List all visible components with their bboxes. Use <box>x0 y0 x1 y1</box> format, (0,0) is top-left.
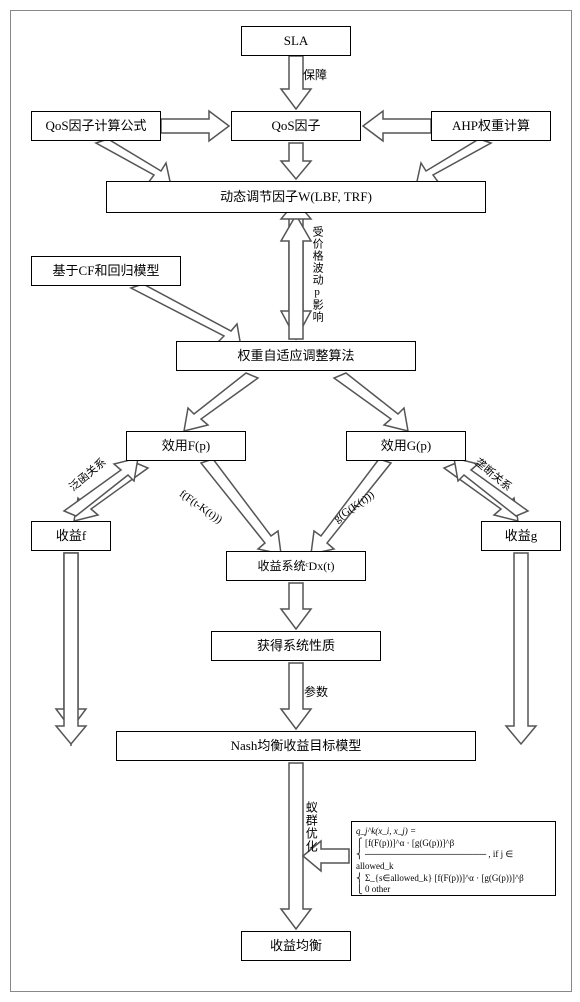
diagram-container: SLA QoS因子计算公式 QoS因子 AHP权重计算 动态调节因子W(LBF,… <box>10 10 572 992</box>
label-monopoly-relation: 垄断关系 <box>472 456 513 494</box>
node-nash: Nash均衡收益目标模型 <box>116 731 476 761</box>
node-balance: 收益均衡 <box>241 931 351 961</box>
node-sla: SLA <box>241 26 351 56</box>
node-ahp: AHP权重计算 <box>431 111 551 141</box>
label-functional-relation: 泛函关系 <box>67 456 108 494</box>
formula-line: q_j^k(x_i, x_j) = <box>356 826 551 838</box>
formula-line: ⎨ Σ_{s∈allowed_k} [f(F(p))]^α · [g(G(p))… <box>356 873 551 885</box>
label-ftk: f(F(t-K(t))) <box>177 488 224 526</box>
formula-line: ⎧ [f(F(p))]^α · [g(G(p))]^β <box>356 838 551 850</box>
node-qos: QoS因子 <box>231 111 361 141</box>
formula-line: ⎩ 0 other <box>356 884 551 896</box>
node-profit-g: 收益g <box>481 521 561 551</box>
label-ant-colony: 蚁群优化 <box>304 801 317 853</box>
node-cf-regression: 基于CF和回归模型 <box>31 256 181 286</box>
node-qos-formula: QoS因子计算公式 <box>31 111 161 141</box>
label-gkt: g(G(K(t))) <box>332 489 377 526</box>
node-system-properties: 获得系统性质 <box>211 631 381 661</box>
node-utility-f: 效用F(p) <box>126 431 246 461</box>
node-profit-f: 收益f <box>31 521 111 551</box>
label-params: 参数 <box>304 686 328 699</box>
label-price-impact: 受价格波动p影响 <box>311 226 323 323</box>
node-dynamic-factor: 动态调节因子W(LBF, TRF) <box>106 181 486 213</box>
label-baozhang: 保障 <box>303 69 327 82</box>
node-formula: q_j^k(x_i, x_j) = ⎧ [f(F(p))]^α · [g(G(p… <box>351 821 556 896</box>
formula-line: ⎨ ─────────────────── , if j ∈ allowed_k <box>356 849 551 872</box>
node-utility-g: 效用G(p) <box>346 431 466 461</box>
node-profit-system: 收益系统ᶜDx(t) <box>226 551 366 581</box>
node-weight-adaptive: 权重自适应调整算法 <box>176 341 416 371</box>
